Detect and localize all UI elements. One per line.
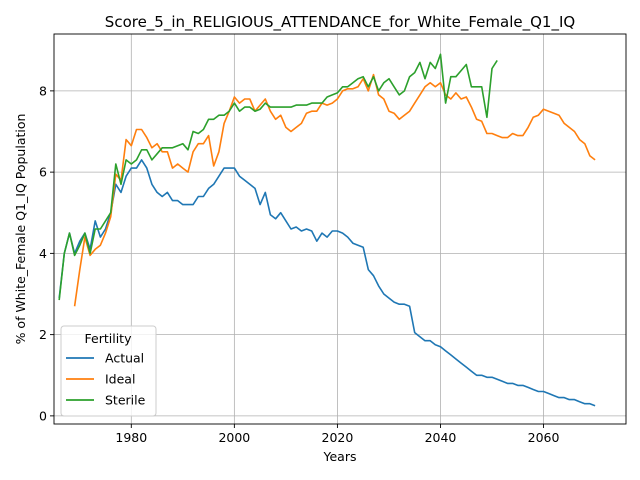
legend: Fertility Actual Ideal Sterile xyxy=(61,326,156,416)
x-tick-label: 2040 xyxy=(425,430,457,445)
x-tick-label: 2060 xyxy=(528,430,560,445)
y-axis-label: % of White_Female Q1_IQ Population xyxy=(13,114,28,345)
y-tick-label: 0 xyxy=(39,408,47,423)
y-tick-label: 8 xyxy=(39,83,47,98)
x-axis-label: Years xyxy=(323,449,357,464)
y-tick-label: 6 xyxy=(39,165,47,180)
legend-label-ideal: Ideal xyxy=(105,372,135,387)
x-tick-label: 2000 xyxy=(218,430,250,445)
legend-label-actual: Actual xyxy=(105,351,144,366)
chart-title: Score_5_in_RELIGIOUS_ATTENDANCE_for_Whit… xyxy=(105,13,575,32)
y-tick-label: 2 xyxy=(39,327,47,342)
x-tick-label: 1980 xyxy=(115,430,147,445)
x-tick-label: 2020 xyxy=(322,430,354,445)
y-tick-label: 4 xyxy=(39,246,47,261)
legend-label-sterile: Sterile xyxy=(105,393,146,408)
legend-title: Fertility xyxy=(85,331,133,346)
